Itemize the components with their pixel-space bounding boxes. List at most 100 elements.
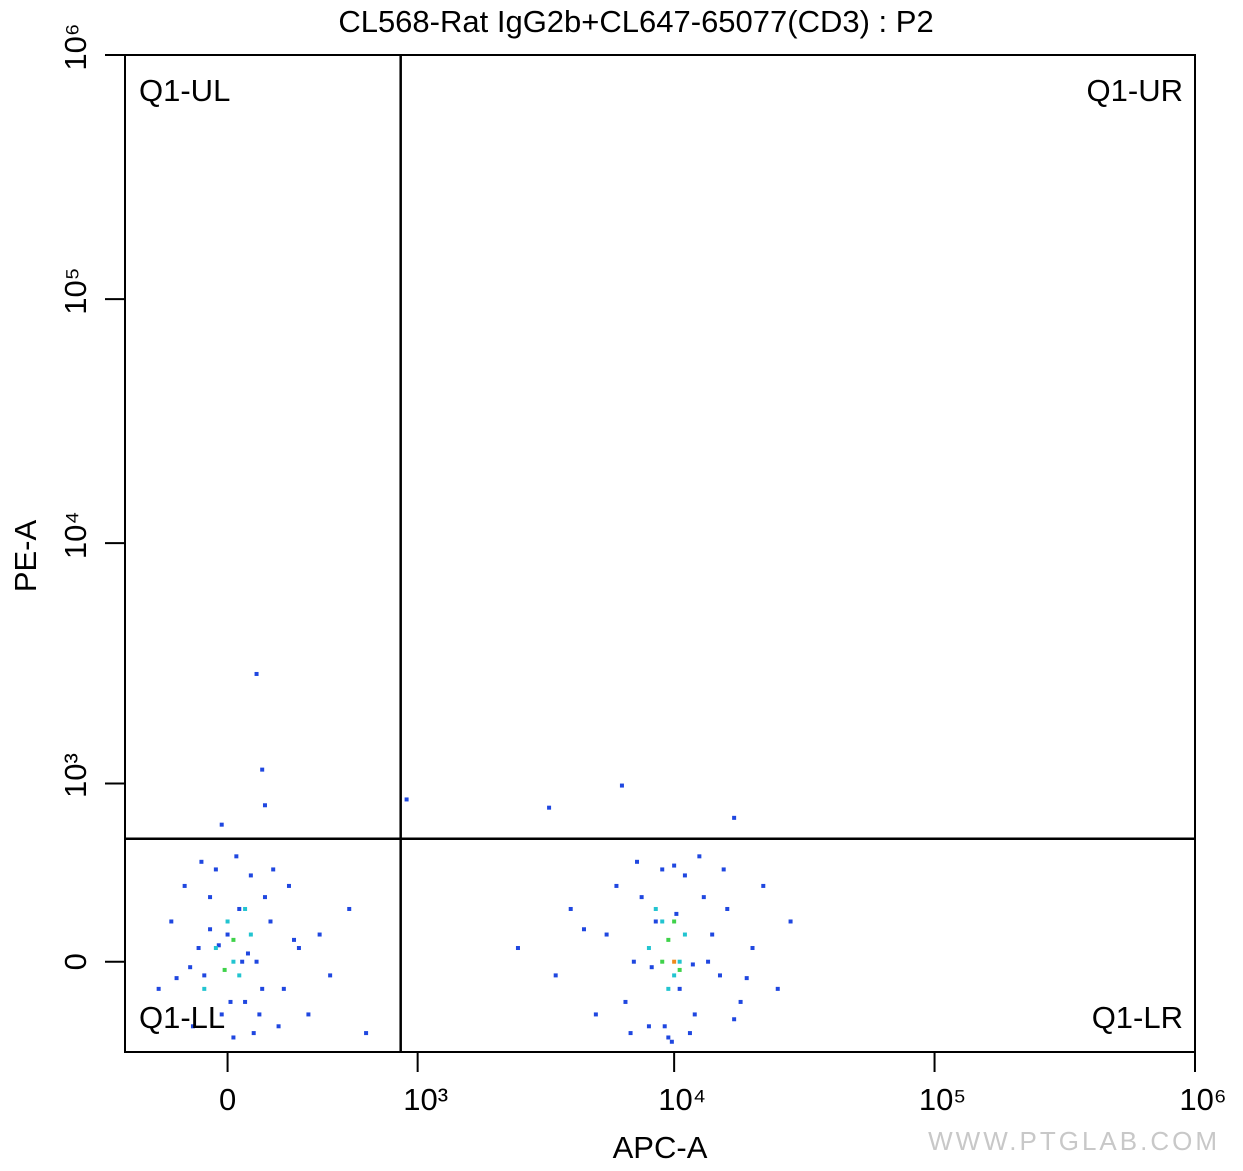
event-dot bbox=[775, 986, 780, 991]
event-dot bbox=[725, 906, 730, 911]
event-dot bbox=[202, 986, 207, 991]
watermark: WWW.PTGLAB.COM bbox=[928, 1126, 1220, 1156]
event-dot bbox=[281, 986, 286, 991]
chart-title: CL568-Rat IgG2b+CL647-65077(CD3) : P2 bbox=[338, 4, 933, 39]
event-dot bbox=[672, 959, 677, 964]
event-dot bbox=[710, 932, 715, 937]
event-dot bbox=[660, 919, 665, 924]
event-dot bbox=[672, 919, 677, 924]
event-dot bbox=[262, 803, 267, 808]
event-dot bbox=[568, 906, 573, 911]
event-dot bbox=[347, 906, 352, 911]
event-dot bbox=[156, 986, 161, 991]
event-dot bbox=[225, 919, 230, 924]
event-dot bbox=[732, 1017, 737, 1022]
event-dot bbox=[240, 959, 245, 964]
event-dot bbox=[639, 895, 644, 900]
y-tick-label: 10³ bbox=[58, 753, 93, 798]
event-dot bbox=[260, 986, 265, 991]
event-dot bbox=[248, 932, 253, 937]
event-dot bbox=[268, 919, 273, 924]
event-dot bbox=[190, 1024, 195, 1029]
event-dot bbox=[202, 973, 207, 978]
event-dot bbox=[669, 1039, 674, 1044]
event-dot bbox=[628, 1031, 633, 1036]
event-dot bbox=[276, 1024, 281, 1029]
event-dot bbox=[653, 906, 658, 911]
event-dot bbox=[231, 937, 236, 942]
event-dot bbox=[248, 873, 253, 878]
y-tick-label: 10⁴ bbox=[58, 511, 93, 559]
event-dot bbox=[231, 959, 236, 964]
x-tick-label: 10⁴ bbox=[658, 1082, 706, 1117]
y-tick-label: 10⁶ bbox=[58, 23, 93, 70]
event-dot bbox=[317, 932, 322, 937]
event-dot bbox=[199, 859, 204, 864]
x-tick-label: 10³ bbox=[403, 1082, 448, 1117]
event-dot bbox=[682, 932, 687, 937]
event-dot bbox=[649, 965, 654, 970]
event-dot bbox=[254, 959, 259, 964]
event-dot bbox=[682, 873, 687, 878]
event-dot bbox=[243, 999, 248, 1004]
event-dot bbox=[208, 895, 213, 900]
event-dot bbox=[687, 1031, 692, 1036]
event-dot bbox=[251, 1031, 256, 1036]
event-dot bbox=[666, 1035, 671, 1040]
event-dot bbox=[623, 999, 628, 1004]
event-dot bbox=[254, 671, 259, 676]
x-tick-label: 10⁵ bbox=[919, 1082, 966, 1117]
event-dot bbox=[292, 937, 297, 942]
event-dot bbox=[706, 959, 711, 964]
event-dot bbox=[271, 867, 276, 872]
event-dot bbox=[328, 973, 333, 978]
plot-frame bbox=[124, 54, 1196, 1053]
event-dot bbox=[213, 946, 218, 951]
event-dot bbox=[553, 973, 558, 978]
event-dot bbox=[581, 927, 586, 932]
event-dot bbox=[296, 946, 301, 951]
y-tick-label: 0 bbox=[58, 953, 93, 970]
event-dot bbox=[260, 767, 265, 772]
event-dot bbox=[662, 1024, 667, 1029]
quadrant-label: Q1-LL bbox=[139, 1000, 225, 1035]
event-dot bbox=[306, 1012, 311, 1017]
event-dot bbox=[692, 1012, 697, 1017]
event-dot bbox=[672, 973, 677, 978]
event-dot bbox=[208, 927, 213, 932]
event-dot bbox=[701, 895, 706, 900]
event-dot bbox=[738, 999, 743, 1004]
event-dot bbox=[666, 937, 671, 942]
event-dot bbox=[286, 883, 291, 888]
event-dot bbox=[666, 986, 671, 991]
event-dot bbox=[237, 906, 242, 911]
event-dot bbox=[243, 906, 248, 911]
x-tick-label: 0 bbox=[219, 1082, 236, 1117]
event-dot bbox=[677, 986, 682, 991]
event-dot bbox=[231, 1035, 236, 1040]
event-dot bbox=[216, 943, 221, 948]
event-dot bbox=[614, 883, 619, 888]
event-dot bbox=[604, 932, 609, 937]
event-dot bbox=[228, 999, 233, 1004]
event-dot bbox=[750, 946, 755, 951]
event-dot bbox=[219, 822, 224, 827]
event-dot bbox=[635, 859, 640, 864]
event-dot bbox=[674, 911, 679, 916]
event-dot bbox=[721, 867, 726, 872]
event-dot bbox=[653, 919, 658, 924]
event-dot bbox=[515, 946, 520, 951]
event-dot bbox=[619, 783, 624, 788]
x-axis-label: APC-A bbox=[613, 1130, 708, 1165]
event-dot bbox=[169, 919, 174, 924]
event-dot bbox=[744, 976, 749, 981]
event-dot bbox=[631, 959, 636, 964]
event-dot bbox=[364, 1031, 369, 1036]
event-dot bbox=[646, 1024, 651, 1029]
event-dot bbox=[690, 962, 695, 967]
event-dot bbox=[225, 932, 230, 937]
event-dot bbox=[222, 967, 227, 972]
event-dot bbox=[717, 973, 722, 978]
quadrant-label: Q1-UR bbox=[1087, 73, 1183, 108]
